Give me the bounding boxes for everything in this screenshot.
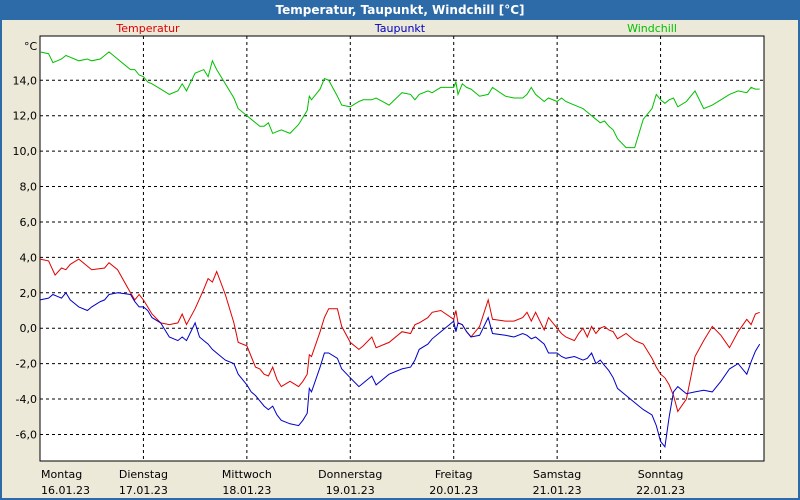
x-tick-date: 21.01.23 <box>533 484 582 497</box>
grid-lines <box>40 36 764 461</box>
series-lines <box>39 51 761 449</box>
plot-area <box>39 35 765 462</box>
y-tick-label: 2,0 <box>20 287 38 300</box>
line-chart: 14,012,010,08,06,04,02,00,0-2,0-4,0-6,0 … <box>13 22 765 497</box>
y-tick-label: 12,0 <box>13 110 38 123</box>
y-tick-label: 0,0 <box>20 322 38 335</box>
x-tick-date: 16.01.23 <box>41 484 90 497</box>
y-tick-label: 14,0 <box>13 74 38 87</box>
y-tick-label: -2,0 <box>16 358 37 371</box>
x-tick-day: Dienstag <box>119 468 168 481</box>
x-tick-date: 19.01.23 <box>326 484 375 497</box>
x-tick-date: 22.01.23 <box>636 484 685 497</box>
x-tick-date: 20.01.23 <box>429 484 478 497</box>
y-tick-label: 4,0 <box>20 251 38 264</box>
legend-entry-taupunkt: Taupunkt <box>374 22 426 35</box>
x-tick-date: 18.01.23 <box>222 484 271 497</box>
legend-entry-temperatur: Temperatur <box>115 22 180 35</box>
legend-entry-windchill: Windchill <box>627 22 677 35</box>
legend: Temperatur Taupunkt Windchill <box>115 22 677 35</box>
chart-panel: 14,0 12,0 10,0 8,0 6,0 4,0 2,0 0,0 -2,0 -4,0 -6,0 … <box>2 20 798 498</box>
y-axis: 14,0 12,0 10,0 8,0 6,0 4,0 2,0 0,0 -2,0 -4,0 -6,0 <box>13 74 38 441</box>
y-tick-label: 6,0 <box>20 216 38 229</box>
x-tick-day: Donnerstag <box>318 468 382 481</box>
series-line-taupunkt <box>39 291 761 449</box>
y-tick-label: -4,0 <box>16 393 37 406</box>
y-tick-label: 10,0 <box>13 145 38 158</box>
y-tick-label: -6,0 <box>16 428 37 441</box>
y-tick-label: 8,0 <box>20 181 38 194</box>
series-line-temperatur <box>39 258 760 413</box>
x-tick-date: 17.01.23 <box>119 484 168 497</box>
series-line-windchill <box>39 51 760 149</box>
x-tick-day: Mittwoch <box>222 468 272 481</box>
x-tick-day: Freitag <box>435 468 473 481</box>
x-tick-day: Samstag <box>533 468 581 481</box>
x-tick-day: Sonntag <box>638 468 684 481</box>
x-axis: Montag 16.01.23 Dienstag 17.01.23 Mittwoch 18… <box>41 468 685 497</box>
y-unit-label: °C <box>24 40 38 53</box>
window-title: Temperatur, Taupunkt, Windchill [°C] <box>0 0 800 20</box>
x-tick-day: Montag <box>41 468 82 481</box>
